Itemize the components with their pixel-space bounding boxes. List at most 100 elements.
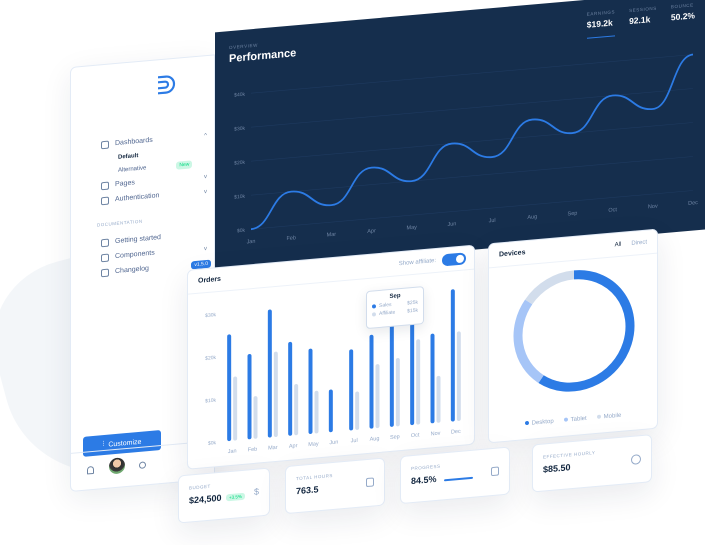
sidebar: Dashboards ^ Default Alternative New Pag… bbox=[70, 54, 215, 492]
grid-line bbox=[251, 156, 693, 196]
x-tick-label: Jun bbox=[329, 440, 338, 447]
home-icon bbox=[101, 140, 109, 149]
file-icon bbox=[101, 181, 109, 190]
bar-sales bbox=[328, 389, 333, 433]
tooltip-value: $25k bbox=[407, 299, 418, 307]
change-badge: +3.5% bbox=[226, 492, 245, 502]
chevron-down-icon: v bbox=[204, 173, 207, 180]
stat-value: $24,500 bbox=[189, 492, 222, 506]
stat-tab-earnings[interactable]: EARNINGS $19.2k bbox=[586, 9, 616, 39]
stat-label: BUDGET bbox=[189, 483, 211, 491]
avatar[interactable] bbox=[109, 457, 125, 475]
bar-affiliate bbox=[436, 375, 441, 423]
stat-tab-sessions[interactable]: SESSIONS 92.1k bbox=[629, 6, 657, 35]
x-tick-label: Jan bbox=[247, 239, 256, 246]
x-tick-label: Apr bbox=[367, 228, 376, 235]
search-icon[interactable] bbox=[139, 461, 146, 469]
tooltip-series: Sales bbox=[372, 302, 392, 310]
sidebar-item-label: Changelog bbox=[115, 265, 149, 276]
x-tick-label: Feb bbox=[248, 447, 257, 454]
dashboard-app: Dashboards ^ Default Alternative New Pag… bbox=[70, 0, 706, 545]
sidebar-item-label: Getting started bbox=[115, 234, 161, 246]
x-tick-label: Dec bbox=[451, 429, 461, 436]
stat-value: 84.5% bbox=[411, 473, 437, 487]
y-tick-label: $0k bbox=[208, 440, 217, 447]
progress-card: PROGRESS 84.5% bbox=[400, 446, 510, 505]
tab-all[interactable]: All bbox=[614, 241, 622, 248]
x-tick-label: Nov bbox=[648, 204, 658, 211]
devices-donut-chart bbox=[513, 270, 635, 392]
x-tick-label: Oct bbox=[411, 432, 420, 439]
tab-direct[interactable]: Direct bbox=[631, 239, 647, 247]
x-tick-label: Oct bbox=[608, 207, 617, 214]
stat-label: EARNINGS bbox=[586, 9, 616, 17]
briefcase-icon bbox=[366, 477, 374, 488]
bar-affiliate bbox=[233, 376, 238, 441]
documentation-heading: DOCUMENTATION bbox=[97, 218, 143, 228]
bar-affiliate bbox=[294, 384, 299, 436]
bell-icon[interactable] bbox=[87, 465, 94, 475]
stat-tab-bounce[interactable]: BOUNCE 50.2% bbox=[671, 2, 695, 31]
donut-slice-desktop bbox=[538, 270, 635, 392]
y-tick-label: $30k bbox=[234, 126, 245, 133]
bar-sales bbox=[349, 349, 354, 431]
bar-affiliate bbox=[375, 364, 380, 429]
x-tick-label: Jul bbox=[351, 438, 358, 445]
stat-label: EFFECTIVE HOURLY bbox=[543, 450, 596, 460]
devices-legend: Desktop Tablet Mobile bbox=[489, 410, 657, 431]
bar-sales bbox=[227, 334, 232, 442]
x-tick-label: Jun bbox=[447, 221, 456, 228]
stat-value: 763.5 bbox=[296, 484, 319, 497]
y-tick-label: $20k bbox=[234, 160, 245, 167]
logo-icon[interactable] bbox=[155, 72, 179, 96]
devices-tabs: All Direct bbox=[615, 239, 647, 248]
y-tick-label: $40k bbox=[234, 92, 245, 99]
new-badge: New bbox=[176, 159, 193, 170]
chevron-up-icon: ^ bbox=[204, 132, 207, 139]
bar-affiliate bbox=[456, 331, 461, 421]
bar-affiliate bbox=[416, 339, 421, 425]
y-tick-label: $30k bbox=[205, 312, 216, 319]
stat-value: $19.2k bbox=[586, 17, 613, 30]
card-title: Orders bbox=[198, 275, 221, 285]
chart-tooltip: Sep Sales $25k Affiliate $15k bbox=[366, 286, 424, 330]
total-hours-card: TOTAL HOURS 763.5 bbox=[285, 457, 385, 515]
orders-bar-chart: $0k $10k $20k $30k Jan Feb Mar Apr May Jun Jul Aug S… bbox=[205, 289, 461, 455]
header-pretitle: OVERVIEW bbox=[229, 42, 258, 51]
bar-affiliate bbox=[253, 396, 258, 439]
devices-card: Devices All Direct Desktop Tablet Mobile bbox=[488, 228, 658, 444]
bar-sales bbox=[247, 353, 252, 440]
affiliate-toggle[interactable] bbox=[442, 251, 466, 266]
chevron-down-icon: v bbox=[204, 245, 207, 252]
subitem-label: Default bbox=[118, 152, 139, 161]
grid-line bbox=[251, 122, 693, 162]
stat-label: SESSIONS bbox=[629, 5, 657, 14]
performance-header: OVERVIEW Performance EARNINGS $19.2k SES… bbox=[215, 0, 705, 273]
header-stats: EARNINGS $19.2k SESSIONS 92.1k BOUNCE 50… bbox=[586, 2, 695, 39]
bar-sales bbox=[430, 333, 435, 424]
legend-item: Mobile bbox=[596, 413, 621, 421]
sidebar-item-label: Authentication bbox=[115, 192, 160, 204]
bar-sales bbox=[450, 289, 455, 422]
performance-line-chart: $0k $10k $20k $30k $40k Jan Feb Mar Apr May Jun Jul… bbox=[234, 53, 698, 246]
bar-affiliate bbox=[314, 390, 319, 434]
git-branch-icon bbox=[101, 268, 109, 277]
bar-sales bbox=[308, 348, 313, 434]
x-tick-label: Aug bbox=[370, 436, 380, 443]
book-icon bbox=[101, 253, 109, 262]
x-tick-label: Feb bbox=[286, 235, 295, 242]
x-tick-label: May bbox=[308, 441, 319, 448]
series-line bbox=[250, 53, 694, 231]
bar-sales bbox=[267, 309, 272, 438]
y-tick-label: $0k bbox=[237, 228, 246, 235]
x-tick-label: Apr bbox=[289, 443, 298, 450]
y-tick-label: $10k bbox=[234, 194, 245, 201]
card-title: Devices bbox=[499, 249, 526, 259]
chevron-down-icon: v bbox=[204, 188, 207, 195]
sidebar-item-label: Dashboards bbox=[115, 136, 153, 148]
x-tick-label: Aug bbox=[527, 214, 537, 221]
subitem-label: Alternative bbox=[118, 164, 147, 174]
page-title: Performance bbox=[229, 47, 297, 66]
x-tick-label: Jul bbox=[489, 218, 496, 225]
sidebar-item-label: Components bbox=[115, 249, 155, 261]
